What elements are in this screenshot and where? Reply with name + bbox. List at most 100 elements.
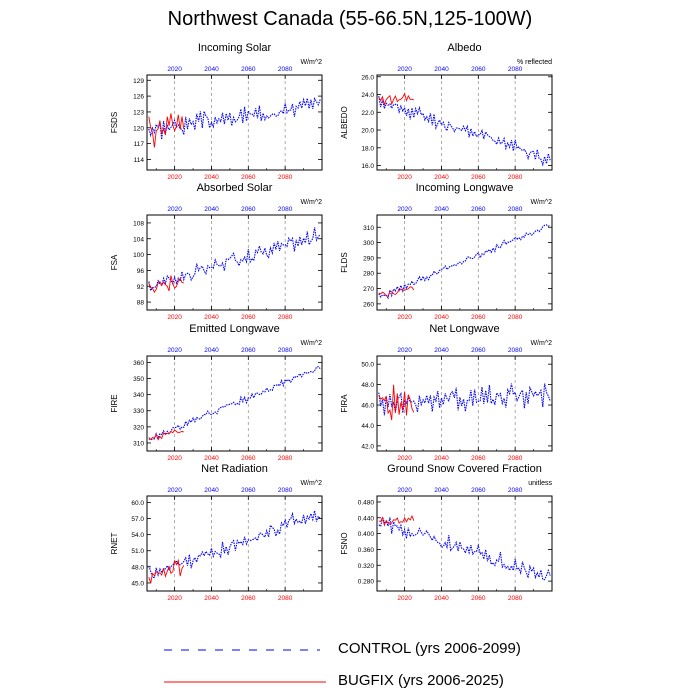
series-control-line xyxy=(378,96,551,167)
panel-title: Ground Snow Covered Fraction xyxy=(387,463,542,475)
panel-title: Net Longwave xyxy=(429,323,499,335)
x-tick-label-top: 2040 xyxy=(204,66,219,73)
x-tick-label-bottom: 2020 xyxy=(167,314,182,321)
x-tick-label-top: 2020 xyxy=(167,347,182,354)
x-tick-label-top: 2040 xyxy=(204,206,219,213)
plot-frame xyxy=(376,214,553,311)
x-tick-label-top: 2060 xyxy=(471,487,486,494)
plot-frame xyxy=(146,74,323,171)
panel-units: W/m^2 xyxy=(300,199,322,206)
x-tick-label-bottom: 2020 xyxy=(167,174,182,181)
panel-title: Incoming Longwave xyxy=(416,182,514,194)
y-tick-label: 350 xyxy=(133,376,144,383)
series-control-line xyxy=(148,96,321,140)
x-tick-label-bottom: 2020 xyxy=(397,595,412,602)
x-tick-label-top: 2080 xyxy=(508,66,523,73)
x-tick-label-bottom: 2020 xyxy=(167,595,182,602)
x-tick-label-top: 2040 xyxy=(434,487,449,494)
x-tick-label-top: 2080 xyxy=(278,66,293,73)
y-tick-label: 0.480 xyxy=(358,499,375,506)
x-tick-label-bottom: 2080 xyxy=(278,455,293,462)
x-tick-label-bottom: 2020 xyxy=(167,455,182,462)
x-tick-label-top: 2040 xyxy=(434,206,449,213)
y-tick-label: 290 xyxy=(363,255,374,262)
series-bugfix-line xyxy=(378,514,415,527)
x-tick-label-bottom: 2080 xyxy=(508,314,523,321)
y-tick-label: 51.0 xyxy=(131,548,144,555)
legend-label-control: CONTROL (yrs 2006-2099) xyxy=(338,640,521,657)
x-tick-label-bottom: 2020 xyxy=(397,314,412,321)
x-tick-label-top: 2080 xyxy=(278,347,293,354)
x-tick-label-bottom: 2060 xyxy=(241,595,256,602)
plot-frame xyxy=(146,355,323,452)
y-tick-label: 0.440 xyxy=(358,515,375,522)
series-bugfix-line xyxy=(378,92,414,107)
panel-title: Incoming Solar xyxy=(198,42,272,54)
panel-units: W/m^2 xyxy=(300,480,322,487)
x-tick-label-bottom: 2080 xyxy=(278,595,293,602)
panel-units: W/m^2 xyxy=(530,199,552,206)
legend-swatch-bugfix xyxy=(164,681,326,683)
x-tick-label-top: 2080 xyxy=(278,487,293,494)
y-tick-label: 123 xyxy=(133,109,144,116)
plot-frame xyxy=(146,495,323,592)
x-tick-label-top: 2020 xyxy=(167,487,182,494)
x-tick-label-bottom: 2060 xyxy=(241,174,256,181)
y-tick-label: 280 xyxy=(363,271,374,278)
x-tick-label-bottom: 2080 xyxy=(278,314,293,321)
panel-title: Albedo xyxy=(447,42,481,54)
y-tick-label: 20.0 xyxy=(361,128,374,135)
y-axis-label: FLDS xyxy=(340,252,349,272)
series-bugfix-line xyxy=(148,429,184,441)
y-tick-label: 46.0 xyxy=(361,403,374,410)
x-tick-label-bottom: 2040 xyxy=(434,595,449,602)
y-tick-label: 50.0 xyxy=(361,362,374,369)
y-tick-label: 120 xyxy=(133,125,144,132)
panel-fsa: Absorbed Solar W/m^2 FSA 2020 2040 2060 2080 20… xyxy=(110,182,323,321)
y-tick-label: 96 xyxy=(137,268,145,275)
series-bugfix-line xyxy=(148,275,184,294)
x-tick-label-bottom: 2060 xyxy=(241,314,256,321)
series-bugfix-line xyxy=(378,286,415,297)
y-tick-label: 60.0 xyxy=(131,500,144,507)
panel-flds: Incoming Longwave W/m^2 FLDS 2020 2040 2060 20… xyxy=(340,182,553,321)
x-tick-label-top: 2080 xyxy=(508,347,523,354)
panel-units: W/m^2 xyxy=(300,59,322,66)
x-tick-label-top: 2060 xyxy=(241,347,256,354)
y-tick-label: 44.0 xyxy=(361,423,374,430)
series-bugfix-line xyxy=(378,384,415,421)
y-tick-label: 45.0 xyxy=(131,580,144,587)
y-axis-label: FIRA xyxy=(340,394,349,413)
legend-swatch-control xyxy=(164,649,320,651)
x-tick-label-bottom: 2020 xyxy=(397,174,412,181)
y-tick-label: 360 xyxy=(133,360,144,367)
y-axis-label: FIRE xyxy=(110,394,119,412)
x-tick-label-top: 2060 xyxy=(471,206,486,213)
y-tick-label: 114 xyxy=(134,157,145,164)
x-tick-label-top: 2080 xyxy=(508,487,523,494)
legend-item-control: CONTROL (yrs 2006-2099) xyxy=(160,636,580,668)
y-tick-label: 330 xyxy=(133,408,144,415)
y-tick-label: 88 xyxy=(137,300,145,307)
x-tick-label-bottom: 2040 xyxy=(434,455,449,462)
series-control-line xyxy=(378,514,551,581)
panel-units: % reflected xyxy=(517,59,552,66)
panel-fsds: Incoming Solar W/m^2 FSDS 2020 2040 2060 2080 2… xyxy=(110,42,323,181)
x-tick-label-bottom: 2040 xyxy=(204,455,219,462)
x-tick-label-top: 2060 xyxy=(471,66,486,73)
y-axis-label: ALBEDO xyxy=(340,106,349,138)
y-tick-label: 16.0 xyxy=(361,163,374,170)
y-tick-label: 48.0 xyxy=(361,382,374,389)
y-tick-label: 0.360 xyxy=(358,547,375,554)
x-tick-label-top: 2020 xyxy=(397,487,412,494)
y-tick-label: 126 xyxy=(133,94,144,101)
x-tick-label-bottom: 2040 xyxy=(434,174,449,181)
y-tick-label: 300 xyxy=(363,240,374,247)
x-tick-label-bottom: 2060 xyxy=(241,455,256,462)
plot-frame xyxy=(146,214,323,311)
x-tick-label-bottom: 2040 xyxy=(204,174,219,181)
panels-canvas: Incoming Solar W/m^2 FSDS 2020 2040 2060 2080 2… xyxy=(110,42,553,602)
y-axis-label: FSDS xyxy=(110,112,119,133)
x-tick-label-bottom: 2060 xyxy=(471,595,486,602)
panel-title: Emitted Longwave xyxy=(189,323,280,335)
